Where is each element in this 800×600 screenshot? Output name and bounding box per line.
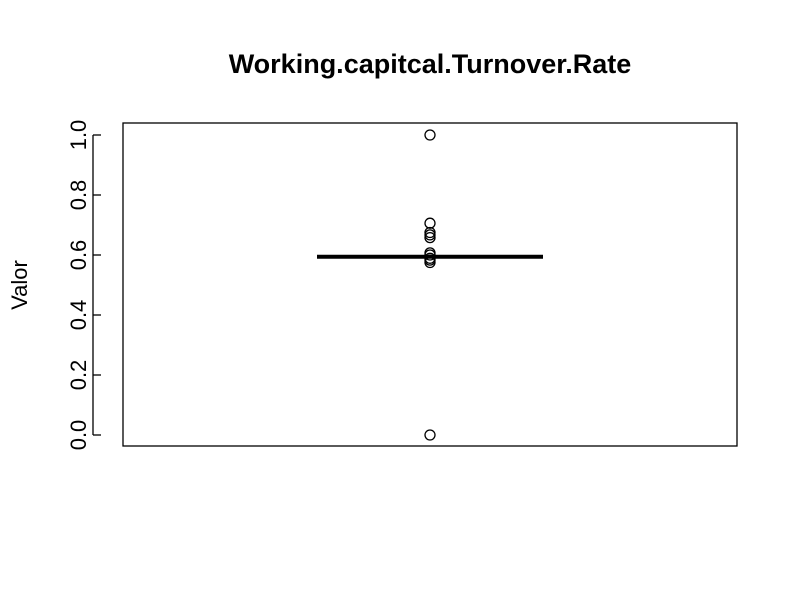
y-tick-label: 0.8 <box>66 180 91 211</box>
y-tick-label: 0.0 <box>66 420 91 451</box>
plot-frame <box>122 122 738 447</box>
outlier-point <box>424 217 436 229</box>
outlier-point <box>424 231 436 244</box>
y-tick-label: 0.2 <box>66 360 91 391</box>
outlier-point <box>424 256 436 269</box>
y-tick-label: 0.6 <box>66 240 91 271</box>
outlier-point <box>424 229 436 241</box>
y-tick-label: 1.0 <box>66 120 91 151</box>
outliers-group <box>424 129 436 441</box>
outlier-point <box>424 429 436 441</box>
chart-title: Working.capitcal.Turnover.Rate <box>229 49 632 79</box>
y-axis: 0.0 0.2 0.4 0.6 0.8 1.0 <box>66 120 101 451</box>
outlier-point <box>424 249 436 261</box>
y-axis-label: Valor <box>7 260 32 310</box>
y-tick-label: 0.4 <box>66 300 91 331</box>
outlier-point <box>424 129 436 141</box>
